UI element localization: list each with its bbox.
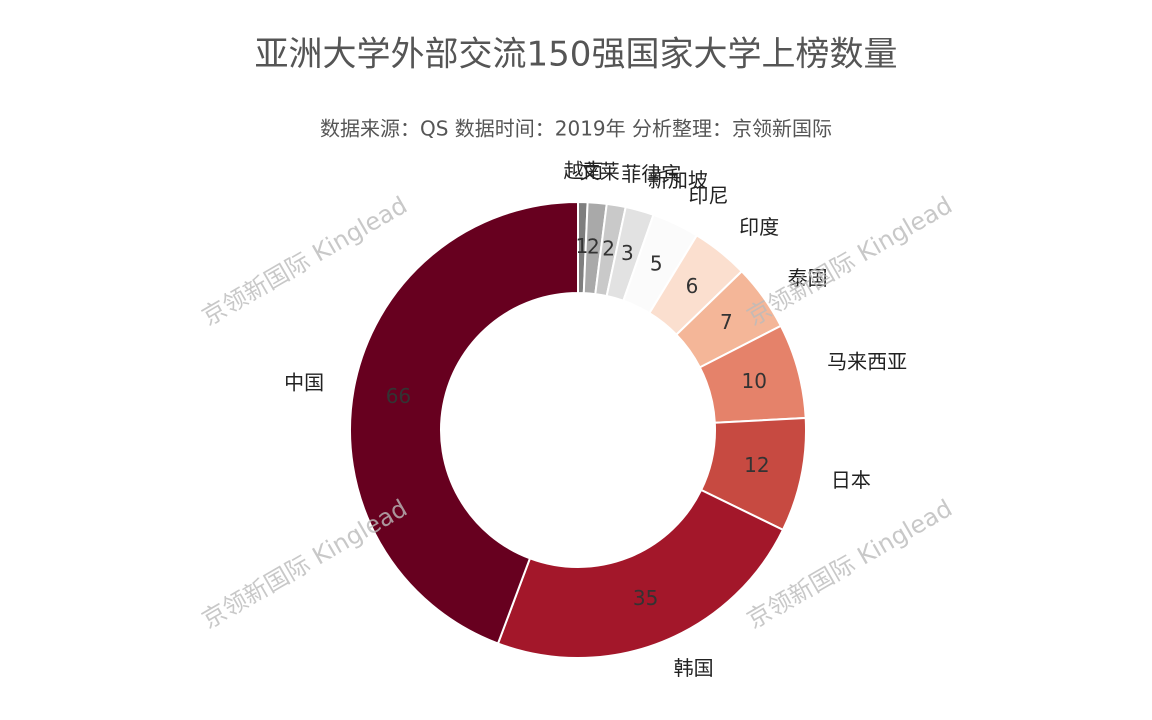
value-label: 2 xyxy=(587,235,600,259)
chart-subtitle: 数据来源：QS 数据时间：2019年 分析整理：京领新国际 xyxy=(320,117,832,141)
category-label: 印度 xyxy=(739,215,779,239)
category-label: 越南 xyxy=(563,159,603,183)
value-label: 7 xyxy=(720,310,733,334)
category-label: 中国 xyxy=(284,371,324,395)
value-label: 2 xyxy=(602,237,615,261)
labels: 1 越南 2 文莱 2 菲律宾 3 新加坡 5 印尼 6 印度 7 泰国 10 马来西亚 12 日本 35 韩国 66 中… xyxy=(284,159,907,681)
category-label: 文莱 xyxy=(580,159,620,183)
watermark: 京领新国际 Kinglead xyxy=(197,191,412,331)
category-label: 韩国 xyxy=(674,656,714,680)
slice xyxy=(349,200,579,645)
value-label: 6 xyxy=(686,274,699,298)
value-label: 3 xyxy=(621,241,634,265)
category-label: 泰国 xyxy=(788,266,828,290)
value-label: 10 xyxy=(741,369,766,393)
category-label: 菲律宾 xyxy=(621,162,681,186)
chart-title: 亚洲大学外部交流150强国家大学上榜数量 xyxy=(255,35,898,75)
value-label: 1 xyxy=(575,234,588,258)
slice xyxy=(496,488,785,659)
value-label: 66 xyxy=(386,384,411,408)
value-label: 12 xyxy=(744,453,769,477)
donut xyxy=(349,200,807,659)
watermark: 京领新国际 Kinglead xyxy=(197,494,412,634)
watermark: 京领新国际 Kinglead xyxy=(742,191,957,331)
category-label: 印尼 xyxy=(689,183,729,207)
category-label: 日本 xyxy=(831,468,871,492)
value-label: 35 xyxy=(633,586,658,610)
category-label: 新加坡 xyxy=(648,168,708,192)
value-label: 5 xyxy=(650,252,663,276)
category-label: 马来西亚 xyxy=(827,349,907,373)
